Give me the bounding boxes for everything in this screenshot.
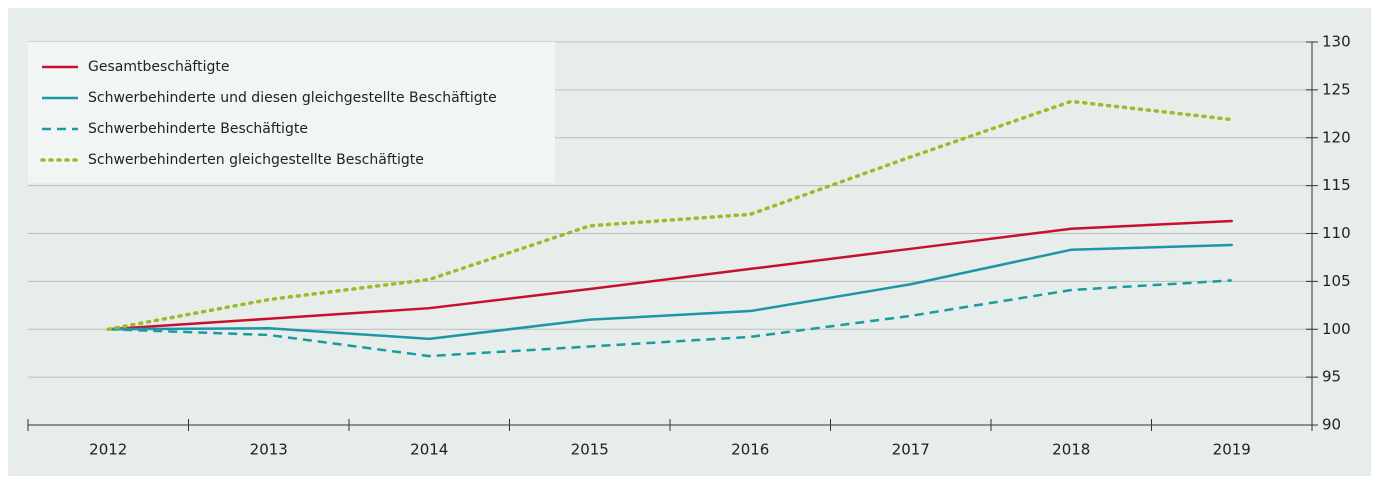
y-tick-label: 95 xyxy=(1322,368,1341,386)
legend-label: Schwerbehinderte Beschäftigte xyxy=(88,121,308,137)
series-line xyxy=(107,243,1233,341)
x-tick-label: 2015 xyxy=(571,441,609,459)
x-tick-label: 2014 xyxy=(410,441,448,459)
legend-label: Gesamtbeschäftigte xyxy=(88,59,229,75)
x-tick-label: 2019 xyxy=(1213,441,1251,459)
legend-label: Schwerbehinderte und diesen gleichgestel… xyxy=(88,90,497,106)
x-tick-label: 2018 xyxy=(1052,441,1090,459)
y-tick-label: 100 xyxy=(1322,320,1351,338)
series-line xyxy=(108,279,1232,358)
y-tick-label: 90 xyxy=(1322,416,1341,434)
y-tick-label: 115 xyxy=(1322,176,1351,194)
legend-box xyxy=(28,42,555,183)
legend-label: Schwerbehinderten gleichgestellte Beschä… xyxy=(88,152,424,168)
series-line xyxy=(106,99,1234,331)
y-tick-label: 120 xyxy=(1322,128,1351,146)
y-tick-label: 105 xyxy=(1322,272,1351,290)
x-tick-label: 2017 xyxy=(892,441,930,459)
x-tick-label: 2012 xyxy=(89,441,127,459)
series-line xyxy=(107,219,1233,331)
y-tick-label: 130 xyxy=(1322,33,1351,51)
y-tick-label: 125 xyxy=(1322,80,1351,98)
y-tick-label: 110 xyxy=(1322,224,1351,242)
x-tick-label: 2016 xyxy=(731,441,769,459)
x-tick-label: 2013 xyxy=(250,441,288,459)
